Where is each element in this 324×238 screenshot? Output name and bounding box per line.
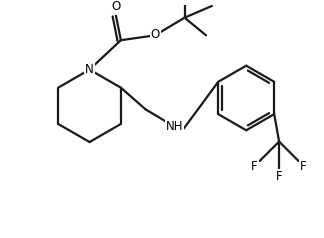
Text: F: F [276,170,283,183]
Text: O: O [111,0,121,13]
Text: F: F [300,159,307,173]
Text: O: O [151,28,160,41]
Text: N: N [85,63,94,76]
Text: NH: NH [166,120,183,133]
Text: F: F [251,159,258,173]
